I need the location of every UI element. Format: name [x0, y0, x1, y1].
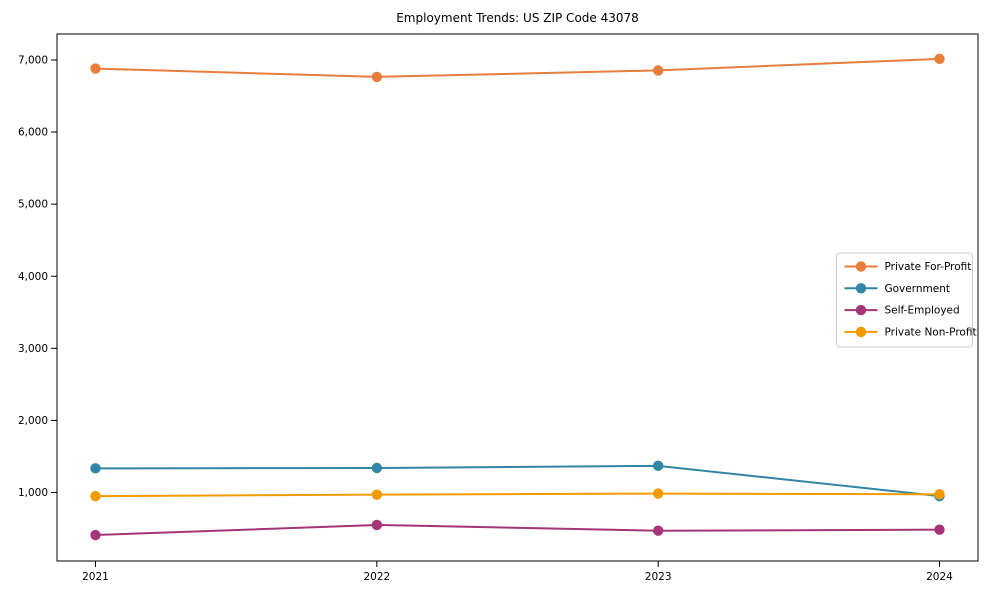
data-point [90, 529, 101, 541]
data-point [652, 65, 664, 76]
data-point [90, 463, 101, 474]
legend-item-label: Private Non-Profit [885, 326, 977, 338]
x-tick-label: 2022 [363, 571, 390, 583]
series-line [95, 492, 940, 498]
series-line [95, 57, 940, 78]
data-point [371, 489, 383, 500]
data-point [652, 460, 664, 472]
data-point [652, 525, 664, 536]
y-tick-label: 3,000 [18, 343, 48, 355]
data-point [90, 490, 101, 502]
data-point [371, 71, 383, 83]
data-point [90, 63, 101, 74]
series-line [95, 523, 940, 537]
y-tick-label: 2,000 [18, 415, 48, 427]
y-tick-label: 1,000 [18, 487, 48, 499]
legend-marker [855, 304, 867, 316]
chart-title: Employment Trends: US ZIP Code 43078 [396, 11, 639, 25]
legend-item-label: Private For-Profit [885, 261, 972, 273]
data-point [371, 519, 383, 531]
legend-marker [855, 283, 867, 294]
y-tick-label: 7,000 [18, 55, 48, 67]
y-tick-label: 4,000 [18, 271, 48, 283]
data-point [371, 462, 383, 474]
data-point [652, 488, 664, 499]
legend-item-label: Government [885, 283, 950, 295]
data-point [934, 489, 945, 500]
plot-frame [56, 33, 979, 562]
legend-item-label: Self-Employed [885, 305, 960, 317]
y-tick-label: 6,000 [18, 127, 48, 139]
data-point [934, 53, 945, 65]
x-tick-label: 2023 [645, 571, 672, 583]
x-tick-label: 2024 [926, 571, 953, 583]
legend-marker [855, 261, 867, 272]
legend-marker [855, 326, 867, 338]
data-point [934, 524, 945, 535]
y-tick-label: 5,000 [18, 199, 48, 211]
x-tick-label: 2021 [82, 571, 109, 583]
legend-box [836, 252, 973, 348]
series-line [95, 464, 940, 498]
